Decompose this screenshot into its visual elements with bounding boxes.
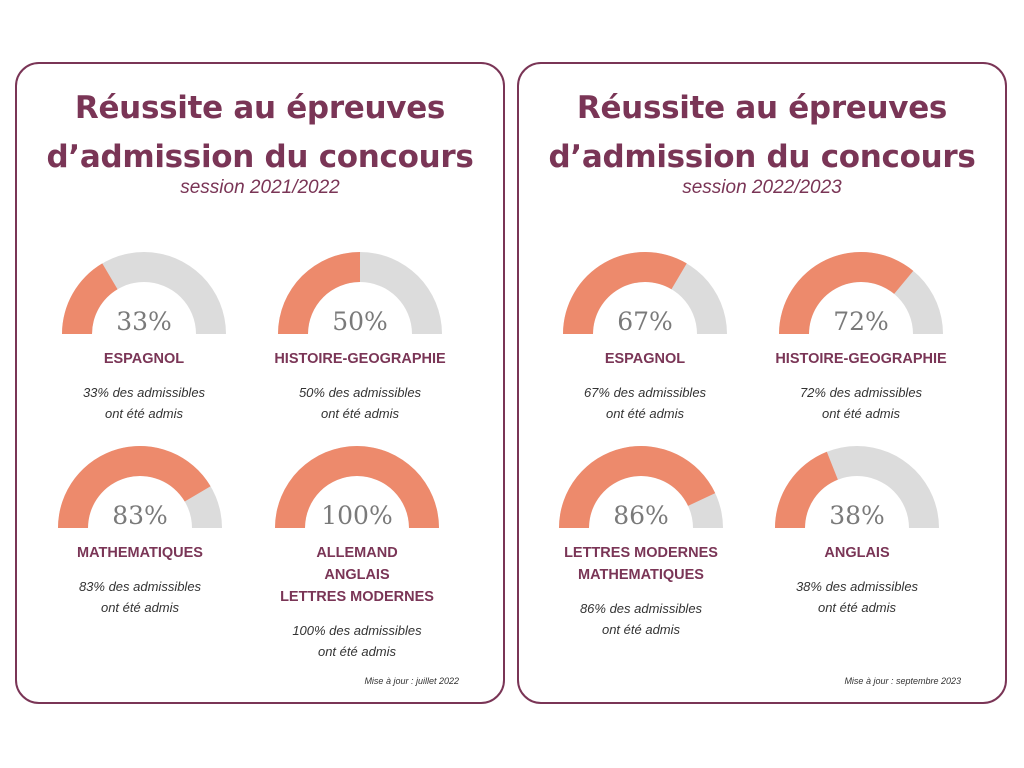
description-line-2: ont été admis <box>317 644 397 659</box>
title-line-1: Réussite au épreuves <box>576 90 948 126</box>
title-line-1: Réussite au épreuves <box>74 90 446 126</box>
gauge-value-label: 72% <box>833 307 889 336</box>
gauge-lettres-mathematiques: 86% LETTRES MODERNES MATHEMATIQUES 86% d… <box>531 444 751 640</box>
gauge-chart: 38% <box>775 446 939 530</box>
subject-line: HISTOIRE-GEOGRAPHIE <box>775 351 947 367</box>
gauge-subject: ANGLAIS <box>747 542 967 564</box>
description-line-2: ont été admis <box>100 600 180 615</box>
gauge-chart: 67% <box>563 252 727 336</box>
gauge-description: 86% des admissibles ont été admis <box>531 598 751 640</box>
description-line-1: 33% des admissibles <box>82 385 206 400</box>
gauge-chart: 86% <box>559 445 723 530</box>
session-subtitle: session 2021/2022 <box>180 177 340 198</box>
subject-line: ALLEMAND <box>316 545 398 561</box>
gauge-description: 50% des admissibles ont été admis <box>250 382 470 424</box>
subject-line: HISTOIRE-GEOGRAPHIE <box>274 351 446 367</box>
gauge-fill <box>275 446 439 528</box>
panel-session-2021-2022: Réussite au épreuves d’admission du conc… <box>15 62 505 704</box>
gauge-allemand-anglais-lettres: 100% ALLEMAND ANGLAIS LETTRES MODERNES 1… <box>247 444 467 662</box>
gauge-mathematiques: 83% MATHEMATIQUES 83% des admissibles on… <box>30 444 250 618</box>
description-line-1: 86% des admissibles <box>579 601 703 616</box>
gauge-anglais: 38% ANGLAIS 38% des admissibles ont été … <box>747 444 967 618</box>
gauge-value-label: 67% <box>617 307 673 336</box>
gauge-histoire-geographie: 50% HISTOIRE-GEOGRAPHIE 50% des admissib… <box>250 250 470 424</box>
title-line-2: d’admission du concours <box>548 139 976 175</box>
gauge-fill <box>559 445 716 528</box>
gauge-subject: MATHEMATIQUES <box>30 542 250 564</box>
gauge-fill <box>278 252 360 334</box>
session-subtitle: session 2022/2023 <box>682 177 842 198</box>
panel-title: Réussite au épreuves d’admission du conc… <box>519 84 1005 182</box>
title-line-2: d’admission du concours <box>46 139 474 175</box>
gauge-value-label: 86% <box>613 501 669 530</box>
description-line-1: 67% des admissibles <box>583 385 707 400</box>
gauge-value-label: 100% <box>321 501 392 530</box>
gauge-fill <box>62 263 118 334</box>
subject-line: LETTRES MODERNES <box>564 545 718 561</box>
gauge-subject: ESPAGNOL <box>535 348 755 370</box>
gauge-description: 67% des admissibles ont été admis <box>535 382 755 424</box>
gauge-fill <box>779 252 914 334</box>
subject-line: ANGLAIS <box>324 567 390 583</box>
description-line-2: ont été admis <box>821 406 901 421</box>
description-line-2: ont été admis <box>817 600 897 615</box>
description-line-2: ont été admis <box>320 406 400 421</box>
gauge-value-label: 38% <box>829 501 885 530</box>
gauge-subject: ESPAGNOL <box>34 348 254 370</box>
gauge-fill <box>58 446 211 528</box>
subject-line: LETTRES MODERNES <box>280 589 434 605</box>
description-line-2: ont été admis <box>605 406 685 421</box>
description-line-1: 83% des admissibles <box>78 579 202 594</box>
gauge-fill <box>563 252 687 334</box>
gauge-espagnol: 67% ESPAGNOL 67% des admissibles ont été… <box>535 250 755 424</box>
subject-line: ESPAGNOL <box>604 351 686 367</box>
description-line-1: 50% des admissibles <box>298 385 422 400</box>
gauge-description: 83% des admissibles ont été admis <box>30 576 250 618</box>
panel-session-2022-2023: Réussite au épreuves d’admission du conc… <box>517 62 1007 704</box>
gauge-chart: 33% <box>62 252 226 336</box>
gauge-chart: 50% <box>278 252 442 336</box>
gauge-description: 38% des admissibles ont été admis <box>747 576 967 618</box>
gauge-chart: 83% <box>58 446 222 530</box>
gauge-value-label: 50% <box>332 307 388 336</box>
gauge-chart: 72% <box>779 252 943 336</box>
subject-line: MATHEMATIQUES <box>578 567 704 583</box>
panel-title: Réussite au épreuves d’admission du conc… <box>17 84 503 182</box>
gauge-subject: LETTRES MODERNES MATHEMATIQUES <box>531 542 751 586</box>
gauge-subject: ALLEMAND ANGLAIS LETTRES MODERNES <box>247 542 467 608</box>
gauge-value-label: 83% <box>112 501 168 530</box>
description-line-2: ont été admis <box>104 406 184 421</box>
gauge-fill <box>775 451 838 528</box>
gauge-description: 72% des admissibles ont été admis <box>751 382 971 424</box>
update-note: Mise à jour : septembre 2023 <box>844 676 961 686</box>
gauge-subject: HISTOIRE-GEOGRAPHIE <box>751 348 971 370</box>
description-line-1: 38% des admissibles <box>795 579 919 594</box>
update-note: Mise à jour : juillet 2022 <box>364 676 459 686</box>
description-line-1: 72% des admissibles <box>799 385 923 400</box>
gauge-subject: HISTOIRE-GEOGRAPHIE <box>250 348 470 370</box>
subject-line: ANGLAIS <box>824 545 890 561</box>
gauge-espagnol: 33% ESPAGNOL 33% des admissibles ont été… <box>34 250 254 424</box>
subject-line: ESPAGNOL <box>103 351 185 367</box>
subject-line: MATHEMATIQUES <box>77 545 203 561</box>
gauge-description: 100% des admissibles ont été admis <box>247 620 467 662</box>
description-line-2: ont été admis <box>601 622 681 637</box>
gauge-value-label: 33% <box>116 307 172 336</box>
description-line-1: 100% des admissibles <box>292 623 422 638</box>
gauge-chart: 100% <box>275 446 439 530</box>
gauge-histoire-geographie: 72% HISTOIRE-GEOGRAPHIE 72% des admissib… <box>751 250 971 424</box>
gauge-description: 33% des admissibles ont été admis <box>34 382 254 424</box>
